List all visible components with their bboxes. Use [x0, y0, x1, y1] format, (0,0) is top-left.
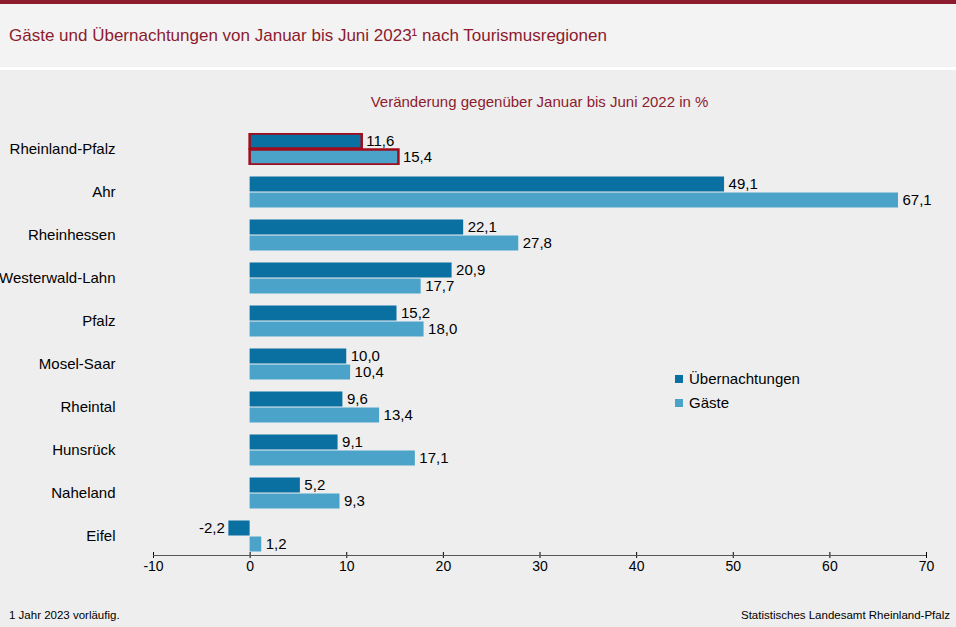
svg-text:15,4: 15,4 [403, 148, 432, 165]
svg-text:60: 60 [822, 558, 838, 574]
svg-text:49,1: 49,1 [729, 175, 758, 192]
svg-text:20,9: 20,9 [456, 261, 485, 278]
html-text:Übernachtungen: Übernachtungen [689, 370, 800, 387]
svg-text:50: 50 [725, 558, 741, 574]
svg-text:27,8: 27,8 [523, 234, 552, 251]
svg-text:0: 0 [246, 558, 254, 574]
svg-text:Westerwald-Lahn: Westerwald-Lahn [0, 269, 116, 286]
svg-text:10,0: 10,0 [351, 347, 380, 364]
svg-text:67,1: 67,1 [902, 191, 931, 208]
svg-text:Hunsrück: Hunsrück [52, 441, 116, 458]
svg-text:9,3: 9,3 [344, 492, 365, 509]
svg-text:22,1: 22,1 [468, 218, 497, 235]
html-text:Statistisches Landesamt Rheinl: Statistisches Landesamt Rheinland-Pfalz [741, 609, 950, 621]
svg-text:17,1: 17,1 [419, 449, 448, 466]
svg-text:18,0: 18,0 [428, 320, 457, 337]
svg-text:5,2: 5,2 [304, 476, 325, 493]
html-text:Veränderung gegenüber Januar b: Veränderung gegenüber Januar bis Juni 20… [370, 93, 709, 110]
svg-text:-2,2: -2,2 [199, 519, 225, 536]
svg-text:Mosel-Saar: Mosel-Saar [39, 355, 116, 372]
html-text:Gäste: Gäste [689, 394, 729, 411]
svg-text:17,7: 17,7 [425, 277, 454, 294]
svg-text:20: 20 [436, 558, 452, 574]
svg-text:Rheintal: Rheintal [60, 398, 115, 415]
html-text:Gäste und Übernachtungen von J: Gäste und Übernachtungen von Januar bis … [9, 26, 607, 45]
svg-text:10: 10 [339, 558, 355, 574]
svg-text:Eifel: Eifel [86, 527, 115, 544]
svg-text:Naheland: Naheland [51, 484, 115, 501]
svg-text:9,6: 9,6 [347, 390, 368, 407]
html-text:1 Jahr 2023 vorläufig.: 1 Jahr 2023 vorläufig. [9, 609, 120, 621]
svg-text:40: 40 [629, 558, 645, 574]
svg-text:13,4: 13,4 [384, 406, 413, 423]
svg-text:15,2: 15,2 [401, 304, 430, 321]
svg-text:Ahr: Ahr [92, 183, 115, 200]
svg-text:Rheinland-Pfalz: Rheinland-Pfalz [10, 140, 116, 157]
svg-text:10,4: 10,4 [355, 363, 384, 380]
svg-text:-10: -10 [143, 558, 163, 574]
svg-text:Rheinhessen: Rheinhessen [28, 226, 116, 243]
svg-text:Pfalz: Pfalz [82, 312, 115, 329]
svg-text:70: 70 [919, 558, 935, 574]
svg-text:11,6: 11,6 [366, 132, 394, 149]
svg-text:9,1: 9,1 [342, 433, 363, 450]
svg-text:1,2: 1,2 [266, 535, 287, 552]
svg-text:30: 30 [532, 558, 548, 574]
